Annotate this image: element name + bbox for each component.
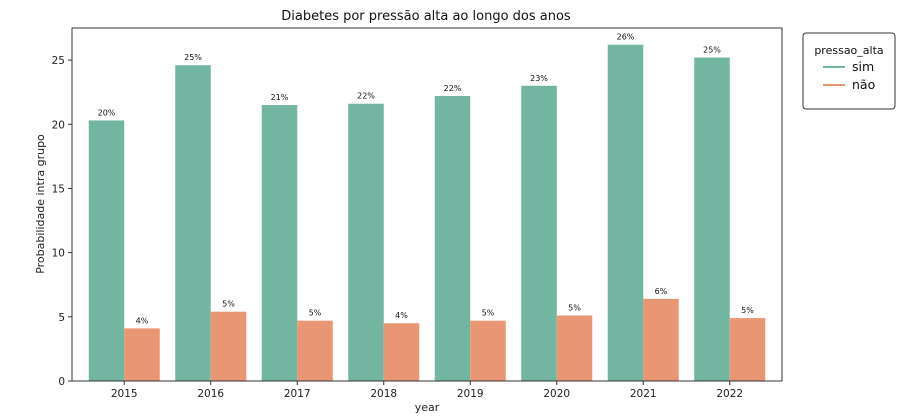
data-label-sim-2020: 23% xyxy=(530,74,548,83)
y-tick-label: 5 xyxy=(58,312,65,324)
data-label-não-2020: 5% xyxy=(568,304,581,313)
data-label-não-2021: 6% xyxy=(655,287,668,296)
bar-sim-2020 xyxy=(521,85,557,381)
chart-title: Diabetes por pressão alta ao longo dos a… xyxy=(281,9,571,24)
legend-label-não: não xyxy=(852,77,875,92)
data-label-não-2017: 5% xyxy=(309,309,322,318)
bar-não-2021 xyxy=(643,298,679,381)
data-label-não-2016: 5% xyxy=(222,300,235,309)
data-label-não-2015: 4% xyxy=(136,316,149,325)
y-axis: 0 5 10 15 20 25 xyxy=(52,55,72,388)
legend-box xyxy=(802,32,896,110)
data-label-não-2022: 5% xyxy=(741,306,754,315)
bar-não-2022 xyxy=(729,318,766,381)
data-label-sim-2022: 25% xyxy=(703,46,721,55)
legend: pressao_alta sim não xyxy=(802,32,896,110)
y-tick-label: 0 xyxy=(58,376,65,388)
bar-não-2017 xyxy=(297,320,333,381)
y-tick-label: 15 xyxy=(52,183,65,195)
bar-não-2019 xyxy=(470,320,506,381)
bar-sim-2019 xyxy=(434,96,471,382)
data-label-não-2019: 5% xyxy=(482,309,495,318)
x-tick-label: 2021 xyxy=(630,388,657,400)
bar-sim-2015 xyxy=(88,120,125,382)
data-label-não-2018: 4% xyxy=(395,311,408,320)
plot-frame xyxy=(71,27,783,382)
x-axis: 2015 2016 2017 2018 2019 2020 2021 2022 xyxy=(111,381,743,400)
bar-não-2015 xyxy=(124,328,160,381)
y-tick-label: 25 xyxy=(52,55,65,67)
bar-sim-2022 xyxy=(694,57,730,382)
bar-sim-2018 xyxy=(348,103,384,381)
x-tick-label: 2017 xyxy=(284,388,311,400)
data-label-sim-2016: 25% xyxy=(184,53,202,62)
bar-sim-2017 xyxy=(261,105,298,381)
x-axis-title: year xyxy=(415,401,440,414)
bar-labels-group: 20% 4% 25% 5% 21% 5% 22% 4% 22% 5% 23% 5% 26% 6% 25% 5% xyxy=(98,33,755,326)
data-label-sim-2017: 21% xyxy=(271,93,289,102)
y-tick-label: 20 xyxy=(52,119,65,131)
x-tick-label: 2022 xyxy=(716,388,743,400)
x-tick-label: 2015 xyxy=(111,388,138,400)
x-tick-label: 2019 xyxy=(457,388,484,400)
bar-sim-2021 xyxy=(607,44,644,382)
x-tick-label: 2018 xyxy=(370,388,397,400)
bars-group xyxy=(88,44,766,382)
x-tick-label: 2016 xyxy=(197,388,224,400)
bar-não-2020 xyxy=(556,315,593,381)
x-tick-label: 2020 xyxy=(543,388,570,400)
data-label-sim-2018: 22% xyxy=(357,92,375,101)
data-label-sim-2019: 22% xyxy=(444,84,462,93)
legend-label-sim: sim xyxy=(852,59,874,74)
bar-não-2018 xyxy=(383,323,420,381)
y-tick-label: 10 xyxy=(52,248,65,260)
y-axis-title: Probabilidade intra grupo xyxy=(34,134,47,274)
bar-sim-2016 xyxy=(175,65,211,381)
legend-title: pressao_alta xyxy=(814,44,883,57)
data-label-sim-2021: 26% xyxy=(617,33,635,42)
bar-não-2016 xyxy=(210,311,247,381)
data-label-sim-2015: 20% xyxy=(98,108,116,117)
